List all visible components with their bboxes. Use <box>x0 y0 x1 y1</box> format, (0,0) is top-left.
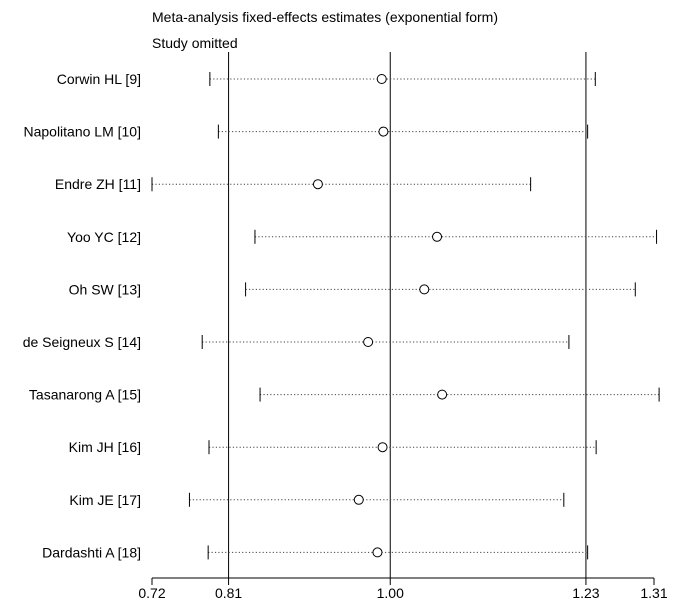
chart-title: Meta-analysis fixed-effects estimates (e… <box>152 9 498 25</box>
chart-subtitle: Study omitted <box>152 35 238 51</box>
estimate-point-8 <box>353 494 364 505</box>
estimate-point-4 <box>419 284 430 295</box>
estimate-point-9 <box>372 547 383 558</box>
x-tick-label-2: 1.00 <box>377 585 404 601</box>
estimate-point-1 <box>378 126 389 137</box>
estimate-point-5 <box>363 337 374 347</box>
study-label-0: Corwin HL [9] <box>57 71 141 87</box>
x-tick-label-3: 1.23 <box>572 585 599 601</box>
plot-area: 0.72 0.81 1.00 1.23 1.31 Corwin HL [9] Napolit… <box>23 52 668 601</box>
x-tick-label-0: 0.72 <box>138 585 165 601</box>
estimate-point-0 <box>376 74 387 84</box>
study-label-1: Napolitano LM [10] <box>23 124 141 140</box>
study-label-5: de Seigneux S [14] <box>23 334 141 350</box>
study-label-9: Dardashti A [18] <box>42 544 141 560</box>
study-label-4: Oh SW [13] <box>69 281 141 297</box>
estimate-point-2 <box>312 179 323 190</box>
x-tick-label-4: 1.31 <box>640 585 667 601</box>
estimate-point-6 <box>437 389 448 400</box>
estimate-point-3 <box>432 231 443 242</box>
study-label-8: Kim JE [17] <box>69 492 141 508</box>
study-label-2: Endre ZH [11] <box>55 176 141 192</box>
study-label-6: Tasanarong A [15] <box>29 387 141 403</box>
study-label-7: Kim JH [16] <box>69 439 141 455</box>
x-tick-label-1: 0.81 <box>215 585 242 601</box>
study-label-3: Yoo YC [12] <box>67 229 141 245</box>
estimate-point-7 <box>377 442 388 453</box>
